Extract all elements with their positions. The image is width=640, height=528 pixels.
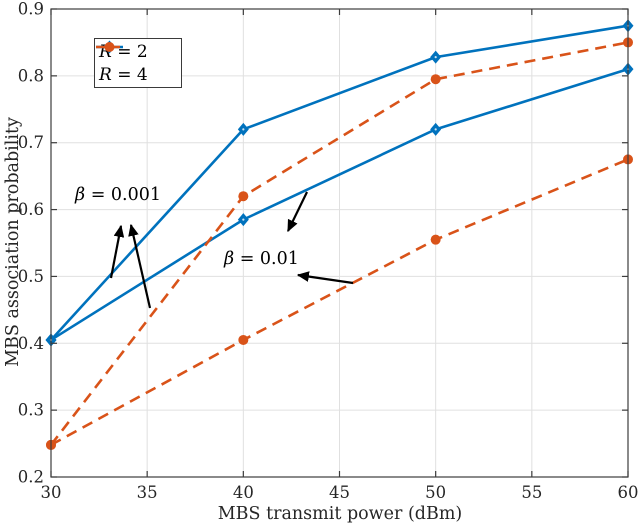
svg-text:0.7: 0.7 <box>18 133 44 152</box>
annotation-beta-001: β = 0.01 <box>224 249 299 269</box>
svg-text:0.5: 0.5 <box>18 267 44 286</box>
svg-text:0.9: 0.9 <box>18 0 44 19</box>
svg-text:35: 35 <box>137 483 158 502</box>
svg-text:0.3: 0.3 <box>18 401 44 420</box>
svg-text:0.4: 0.4 <box>18 334 44 353</box>
svg-text:40: 40 <box>233 483 254 502</box>
beta-symbol: β <box>75 185 86 205</box>
legend-label: R = 4 <box>99 64 148 85</box>
svg-text:55: 55 <box>521 483 542 502</box>
svg-text:0.8: 0.8 <box>18 66 44 85</box>
annotation-beta-0001: β = 0.001 <box>75 185 161 205</box>
svg-text:60: 60 <box>618 483 639 502</box>
axes-box <box>50 8 629 478</box>
annotation-arrows <box>109 191 354 309</box>
y-axis-label: MBS association probability <box>3 117 23 367</box>
annotation-value: = 0.001 <box>85 185 162 205</box>
annotation-value: = 0.01 <box>234 249 299 269</box>
legend-marker-dashed-circle-icon <box>96 42 123 52</box>
svg-text:50: 50 <box>425 483 446 502</box>
svg-text:0.6: 0.6 <box>18 200 44 219</box>
data-series <box>45 19 634 450</box>
svg-text:45: 45 <box>329 483 350 502</box>
legend: R = 2 R = 4 <box>94 38 182 88</box>
svg-text:30: 30 <box>41 483 62 502</box>
svg-text:0.2: 0.2 <box>18 468 44 487</box>
legend-entry-r4: R = 4 <box>96 42 181 86</box>
tick-labels: 30 35 40 45 50 55 60 0.2 0.3 0.4 0.5 0.6 0.7 0.8 0.9 <box>18 0 639 502</box>
beta-symbol: β <box>224 249 235 269</box>
x-axis-label: MBS transmit power (dBm) <box>217 504 463 524</box>
